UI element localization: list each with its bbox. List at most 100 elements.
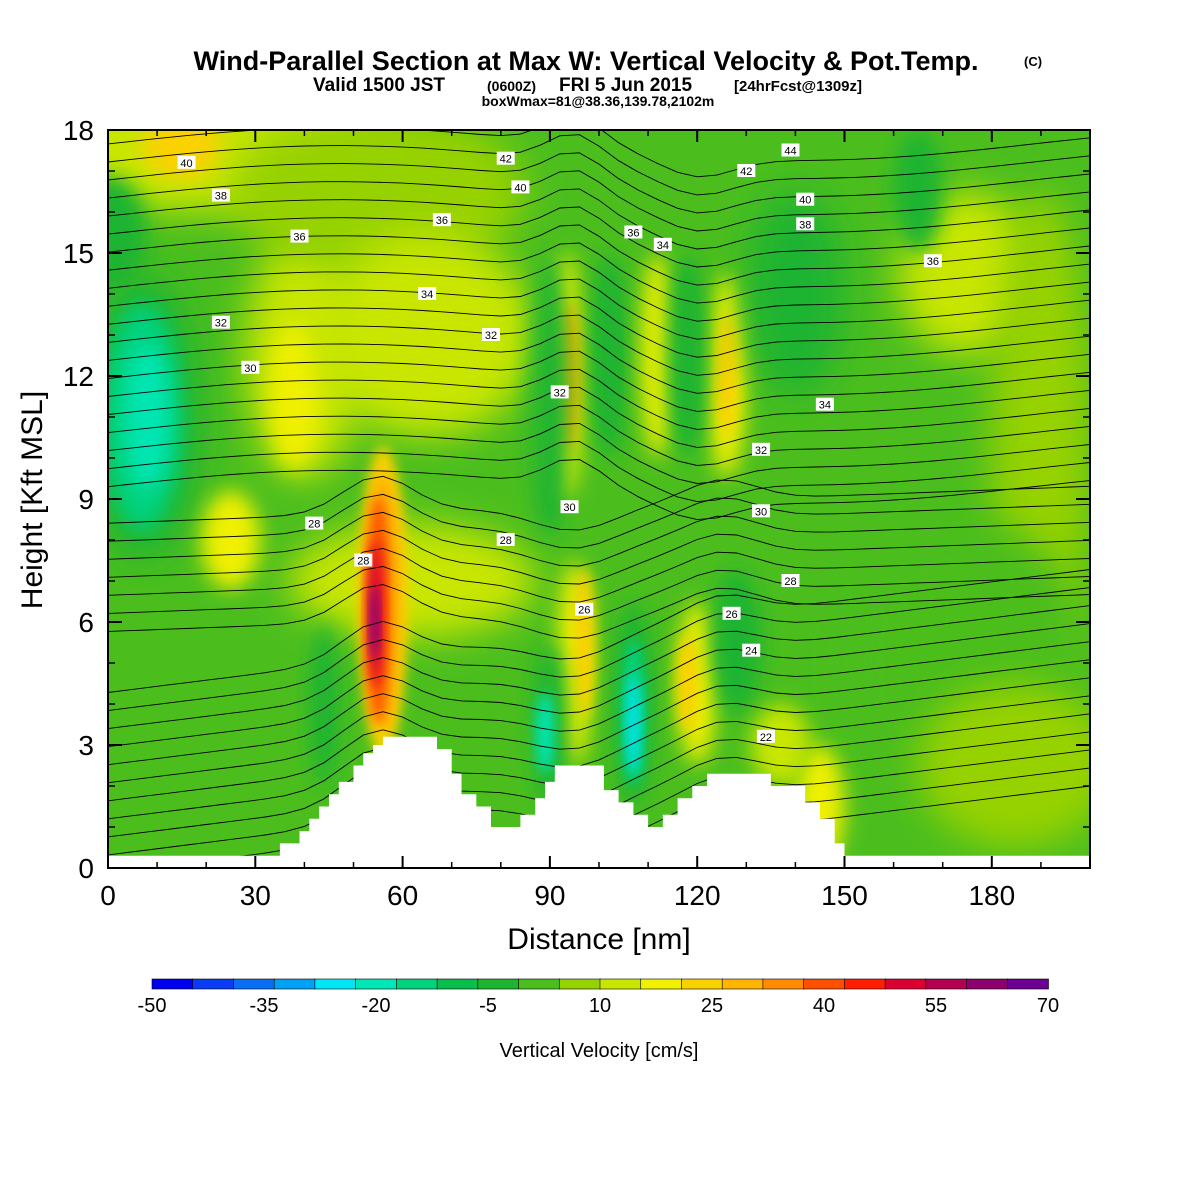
- colorbar-tick-label: 25: [701, 995, 723, 1017]
- isentrope-line: [108, 296, 1090, 358]
- isentrope-line: [108, 422, 1090, 484]
- contour-label-text: 30: [563, 502, 575, 514]
- isentrope-line: [108, 584, 1090, 639]
- contour-label-text: 38: [799, 219, 811, 231]
- contour-label-text: 40: [180, 158, 192, 170]
- copyright-mark: (C): [1024, 54, 1042, 69]
- colorbar-swatch: [558, 978, 601, 990]
- colorbar-swatch: [1006, 978, 1049, 990]
- isentrope-line: [108, 511, 1090, 567]
- contour-label-text: 24: [745, 646, 757, 658]
- contour-label-text: 22: [760, 732, 772, 744]
- colorbar-swatch: [233, 978, 275, 990]
- contour-label: 32: [211, 315, 230, 330]
- velocity-cell: [746, 191, 845, 397]
- valid-time-utc: (0600Z): [487, 78, 536, 94]
- isentrope-line: [108, 475, 1090, 531]
- colorbar-label: Vertical Velocity [cm/s]: [500, 1040, 699, 1062]
- isentrope-line: [108, 260, 1090, 322]
- colorbar-swatch: [273, 978, 316, 990]
- contour-label: 40: [511, 180, 530, 194]
- velocity-cell: [751, 704, 811, 786]
- isentrope-line: [108, 188, 1090, 250]
- colorbar-tick-label: 40: [813, 995, 835, 1017]
- y-tick-label: 6: [78, 607, 94, 638]
- isentrope-line: [108, 605, 1090, 730]
- contour-label: 36: [432, 213, 451, 227]
- contour-label-text: 36: [436, 215, 448, 227]
- box-info: boxWmax=81@38.36,139.78,2102m: [482, 93, 715, 109]
- colorbar-tick-labels: -50 -35 -20 -5 10 25 40 55 70: [138, 995, 1060, 1017]
- contour-label: 26: [722, 606, 741, 621]
- colorbar-swatch: [396, 978, 438, 990]
- contour-label-text: 34: [657, 240, 669, 252]
- contour-label-text: 32: [554, 387, 566, 399]
- x-axis-label: Distance [nm]: [507, 923, 690, 956]
- isentrope-line: [108, 332, 1090, 394]
- isentrope-line: [108, 548, 1090, 603]
- plot-area: 40 38 36 32 30 28 28 42 40 36 34 32 28 30 32 36 34 26 44 42…: [108, 130, 1090, 868]
- contour-label-text: 44: [784, 146, 796, 158]
- colorbar-tick-label: 55: [925, 995, 947, 1017]
- valid-time-prefix: Valid 1500 JST: [313, 75, 445, 96]
- contour-label: 40: [177, 155, 196, 170]
- isentrope-line: [108, 641, 1090, 766]
- isentrope-line: [108, 659, 1090, 784]
- isentrope-line: [108, 493, 1090, 549]
- x-tick-label: 0: [100, 880, 116, 911]
- y-tick-label: 18: [63, 115, 94, 146]
- colorbar: [151, 978, 1049, 990]
- isentrope-line: [108, 130, 1090, 178]
- isentrope-line: [108, 566, 1090, 621]
- contour-label-text: 34: [819, 400, 831, 412]
- contour-label-text: 26: [725, 609, 737, 621]
- contour-label: 36: [290, 229, 309, 244]
- colorbar-swatch: [355, 978, 398, 990]
- colorbar-swatch: [436, 978, 479, 990]
- contour-label: 34: [815, 397, 834, 412]
- velocity-cell: [918, 683, 1090, 848]
- contour-label-text: 36: [927, 256, 939, 268]
- contour-label-text: 30: [755, 506, 767, 518]
- contour-label: 34: [418, 287, 437, 301]
- colorbar-swatch: [477, 978, 520, 990]
- forecast-info: [24hrFcst@1309z]: [734, 78, 862, 95]
- isentrope-line: [108, 170, 1090, 232]
- velocity-cell: [270, 322, 320, 471]
- x-tick-label: 180: [968, 880, 1015, 911]
- contour-label: 38: [211, 188, 230, 203]
- colorbar-swatch: [925, 978, 968, 990]
- velocity-cell: [536, 691, 554, 774]
- x-tick-label: 60: [387, 880, 418, 911]
- y-tick-label: 12: [63, 361, 94, 392]
- velocity-cell: [108, 175, 148, 290]
- x-tick-label: 90: [534, 880, 565, 911]
- isentrope-line: [327, 785, 1090, 868]
- isentrope-line: [108, 386, 1090, 448]
- isentrope-line: [108, 152, 1090, 214]
- contour-label-text: 36: [627, 228, 639, 240]
- isentrope-line: [108, 459, 1090, 521]
- colorbar-swatch: [599, 978, 642, 990]
- valid-date: FRI 5 Jun 2015: [559, 75, 692, 96]
- contour-label: 36: [624, 225, 643, 240]
- terrain-mask: [108, 736, 1090, 868]
- colorbar-swatch: [721, 978, 764, 990]
- colorbar-swatch: [844, 978, 886, 990]
- colorbar-swatch: [640, 978, 683, 990]
- y-tick-label: 0: [78, 853, 94, 884]
- contour-label-text: 40: [799, 195, 811, 207]
- colorbar-swatch: [314, 978, 357, 990]
- contour-label: 32: [550, 385, 569, 399]
- contour-label: 42: [496, 151, 515, 166]
- isentrope-line: [108, 529, 1090, 585]
- isentrope-line: [108, 569, 1090, 693]
- contour-label: 32: [481, 328, 500, 342]
- terrain-profile: [108, 736, 1090, 868]
- colorbar-swatch: [192, 978, 235, 990]
- contour-label: 30: [241, 360, 260, 375]
- contour-label: 42: [737, 164, 756, 178]
- contour-label: 44: [781, 143, 800, 158]
- y-tick-label: 9: [78, 484, 94, 515]
- contour-label-text: 28: [357, 556, 369, 568]
